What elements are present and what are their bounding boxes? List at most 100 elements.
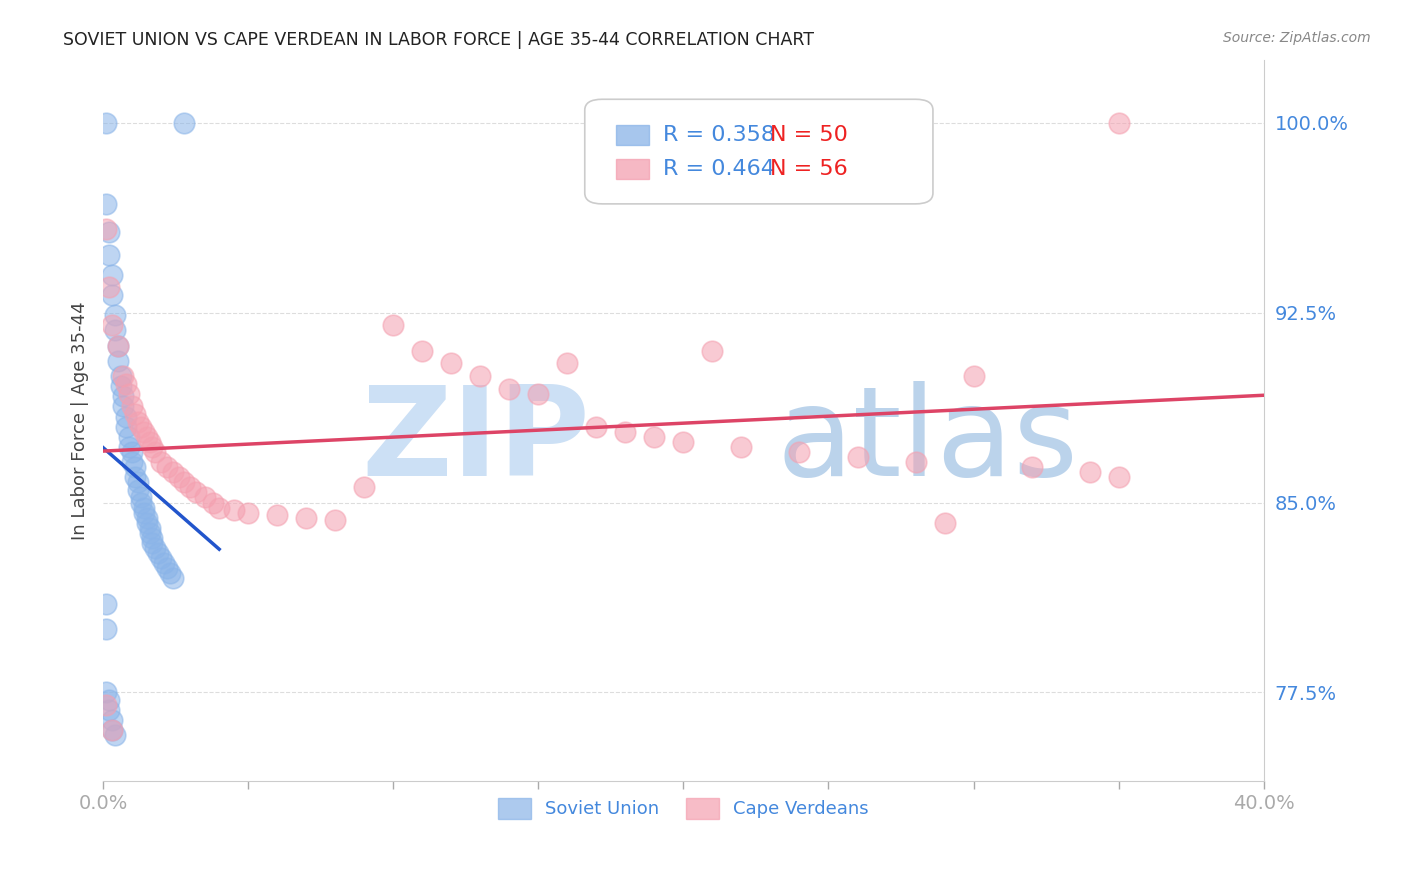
Point <box>107 338 129 352</box>
Point <box>121 400 143 414</box>
Point <box>138 525 160 540</box>
Point <box>1108 116 1130 130</box>
Point <box>115 409 138 424</box>
Point <box>104 323 127 337</box>
Point <box>143 541 166 555</box>
Legend: Soviet Union, Cape Verdeans: Soviet Union, Cape Verdeans <box>491 791 876 826</box>
Point <box>173 475 195 490</box>
Point <box>141 531 163 545</box>
Point <box>94 197 117 211</box>
Point <box>97 247 120 261</box>
Point <box>97 225 120 239</box>
FancyBboxPatch shape <box>585 99 934 204</box>
Point <box>1021 460 1043 475</box>
Y-axis label: In Labor Force | Age 35-44: In Labor Force | Age 35-44 <box>72 301 89 540</box>
Point <box>904 455 927 469</box>
Point <box>846 450 869 464</box>
Point <box>411 343 433 358</box>
Point <box>643 430 665 444</box>
Point <box>702 343 724 358</box>
Point <box>94 622 117 636</box>
Text: N = 50: N = 50 <box>770 126 848 145</box>
Point <box>97 280 120 294</box>
Point <box>1078 465 1101 479</box>
Point <box>585 419 607 434</box>
Point <box>118 386 141 401</box>
Point <box>162 465 184 479</box>
Point <box>789 445 811 459</box>
Point <box>962 369 984 384</box>
Point <box>132 425 155 439</box>
Point <box>173 116 195 130</box>
Point <box>150 551 173 566</box>
Point <box>295 510 318 524</box>
Point <box>153 557 176 571</box>
Point <box>101 268 124 282</box>
Point <box>184 485 207 500</box>
Point <box>101 318 124 333</box>
Point <box>107 338 129 352</box>
Point <box>1108 470 1130 484</box>
Point <box>208 500 231 515</box>
Point <box>127 483 149 497</box>
Point <box>527 386 550 401</box>
Point <box>115 376 138 391</box>
Point <box>156 460 179 475</box>
Point <box>110 369 132 384</box>
Point <box>104 728 127 742</box>
Point <box>124 460 146 475</box>
Text: atlas: atlas <box>776 382 1078 502</box>
FancyBboxPatch shape <box>616 125 648 145</box>
Point <box>150 455 173 469</box>
Point <box>124 470 146 484</box>
Point <box>97 693 120 707</box>
Point <box>118 440 141 454</box>
Text: ZIP: ZIP <box>361 382 591 502</box>
Point <box>129 419 152 434</box>
Point <box>440 356 463 370</box>
Point <box>730 440 752 454</box>
Point <box>143 445 166 459</box>
Point <box>104 308 127 322</box>
Point <box>353 480 375 494</box>
Point <box>135 430 157 444</box>
Point <box>202 495 225 509</box>
Point <box>132 506 155 520</box>
Point <box>94 222 117 236</box>
Point <box>101 288 124 302</box>
Point <box>110 379 132 393</box>
Text: R = 0.358: R = 0.358 <box>662 126 775 145</box>
Point <box>141 440 163 454</box>
Point <box>222 503 245 517</box>
Point <box>112 389 135 403</box>
Point <box>132 500 155 515</box>
Point <box>148 546 170 560</box>
Point <box>101 723 124 738</box>
Point <box>141 536 163 550</box>
Point <box>323 513 346 527</box>
Point <box>112 369 135 384</box>
Point <box>124 407 146 421</box>
Point <box>112 400 135 414</box>
Point <box>135 510 157 524</box>
Point <box>614 425 637 439</box>
Text: Source: ZipAtlas.com: Source: ZipAtlas.com <box>1223 31 1371 45</box>
Point <box>101 713 124 727</box>
Point <box>101 723 124 738</box>
Text: R = 0.464: R = 0.464 <box>662 160 775 179</box>
Point <box>118 430 141 444</box>
FancyBboxPatch shape <box>616 159 648 179</box>
Point <box>94 116 117 130</box>
Point <box>138 521 160 535</box>
Text: N = 56: N = 56 <box>770 160 848 179</box>
Point <box>156 561 179 575</box>
Point <box>382 318 405 333</box>
Point <box>498 382 520 396</box>
Text: SOVIET UNION VS CAPE VERDEAN IN LABOR FORCE | AGE 35-44 CORRELATION CHART: SOVIET UNION VS CAPE VERDEAN IN LABOR FO… <box>63 31 814 49</box>
Point <box>127 475 149 490</box>
Point <box>94 698 117 712</box>
Point <box>162 572 184 586</box>
Point <box>115 419 138 434</box>
Point <box>94 597 117 611</box>
Point <box>266 508 288 523</box>
